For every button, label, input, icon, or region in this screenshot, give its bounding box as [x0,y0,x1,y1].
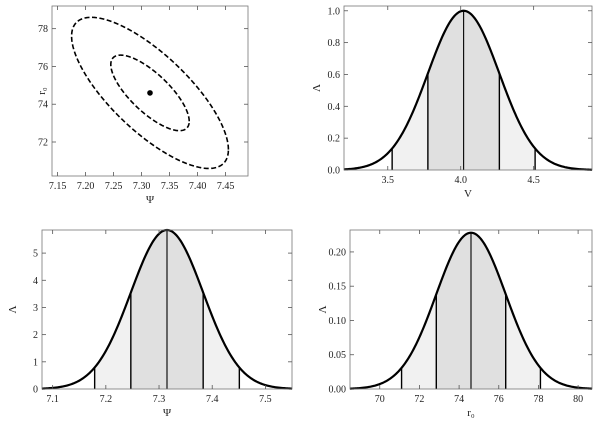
x-tick-label: 7.40 [189,181,207,192]
y-tick-label: 0.15 [329,282,347,293]
y-tick-label: 0 [33,385,38,396]
x-tick-label: 7.3 [153,394,166,405]
y-tick-label: 78 [38,24,48,35]
x-tick-label: 7.25 [105,181,123,192]
x-tick-label: 4.5 [527,175,540,186]
y-tick-label: 0.0 [328,166,341,177]
y-tick-label: 0.00 [329,385,347,396]
y-tick-label: 2 [33,330,38,341]
x-tick-label: 7.45 [217,181,235,192]
contour-inner [109,54,190,132]
x-tick-label: 4.0 [454,175,467,186]
y-axis-label: Λ [311,84,323,92]
x-tick-label: 76 [494,394,504,405]
panel-4: 70 72 74 76 78 80 0.00 0.05 0.10 0.15 0.20 r₀ Λ [317,229,593,419]
likelihood-curve [349,231,593,390]
contour-outer [70,16,230,170]
best-fit-point [147,90,153,96]
y-tick-label: 0.2 [328,134,341,145]
x-axis-label: r₀ [467,407,475,419]
x-tick-label: 7.30 [133,181,151,192]
x-axis-label: Ψ [146,194,155,206]
x-axis-label: V [464,188,472,200]
y-tick-label: 0.05 [329,350,347,361]
x-tick-label: 7.5 [259,394,272,405]
x-tick-label: 74 [454,394,464,405]
panel-1: 7.15 7.20 7.25 7.30 7.35 7.40 7.45 72 74 76 78 Ψr₀ [36,5,249,206]
x-axis-label: Ψ [163,407,172,419]
plot-frame [343,5,593,171]
y-tick-label: 0.20 [329,247,347,258]
likelihood-curve [343,9,593,171]
x-tick-label: 7.20 [77,181,95,192]
y-tick-label: 1.0 [328,6,341,17]
x-tick-label: 78 [533,394,543,405]
x-tick-label: 72 [414,394,424,405]
y-tick-label: 76 [38,62,48,73]
x-tick-label: 3.5 [382,175,395,186]
y-tick-label: 3 [33,303,38,314]
panel-2: 3.5 4.0 4.5 0.0 0.2 0.4 0.6 0.8 1.0 V Λ [311,5,593,200]
x-tick-label: 7.15 [49,181,67,192]
x-tick-label: 70 [375,394,385,405]
y-tick-label: 1 [33,357,38,368]
plot-frame [41,229,293,390]
y-axis-label: Λ [7,305,19,313]
y-tick-label: 72 [38,138,48,149]
y-tick-label: 0.4 [328,102,341,113]
panel-3: 7.1 7.2 7.3 7.4 7.5 0 1 2 3 4 5 Ψ Λ [7,228,293,419]
plot-frame [51,5,249,177]
x-tick-label: 80 [573,394,583,405]
x-tick-label: 7.35 [161,181,179,192]
y-tick-label: 5 [33,249,38,260]
y-tick-label: 4 [33,276,38,287]
x-tick-label: 7.4 [206,394,219,405]
y-tick-label: 0.6 [328,70,341,81]
y-tick-label: 0.8 [328,38,341,49]
plot-frame [349,229,593,390]
y-axis-label: r₀ [36,87,48,95]
y-tick-label: 0.10 [329,316,347,327]
y-tick-label: 74 [38,100,48,111]
x-tick-label: 7.1 [46,394,59,405]
x-tick-label: 7.2 [100,394,113,405]
y-axis-label: Λ [317,305,329,313]
